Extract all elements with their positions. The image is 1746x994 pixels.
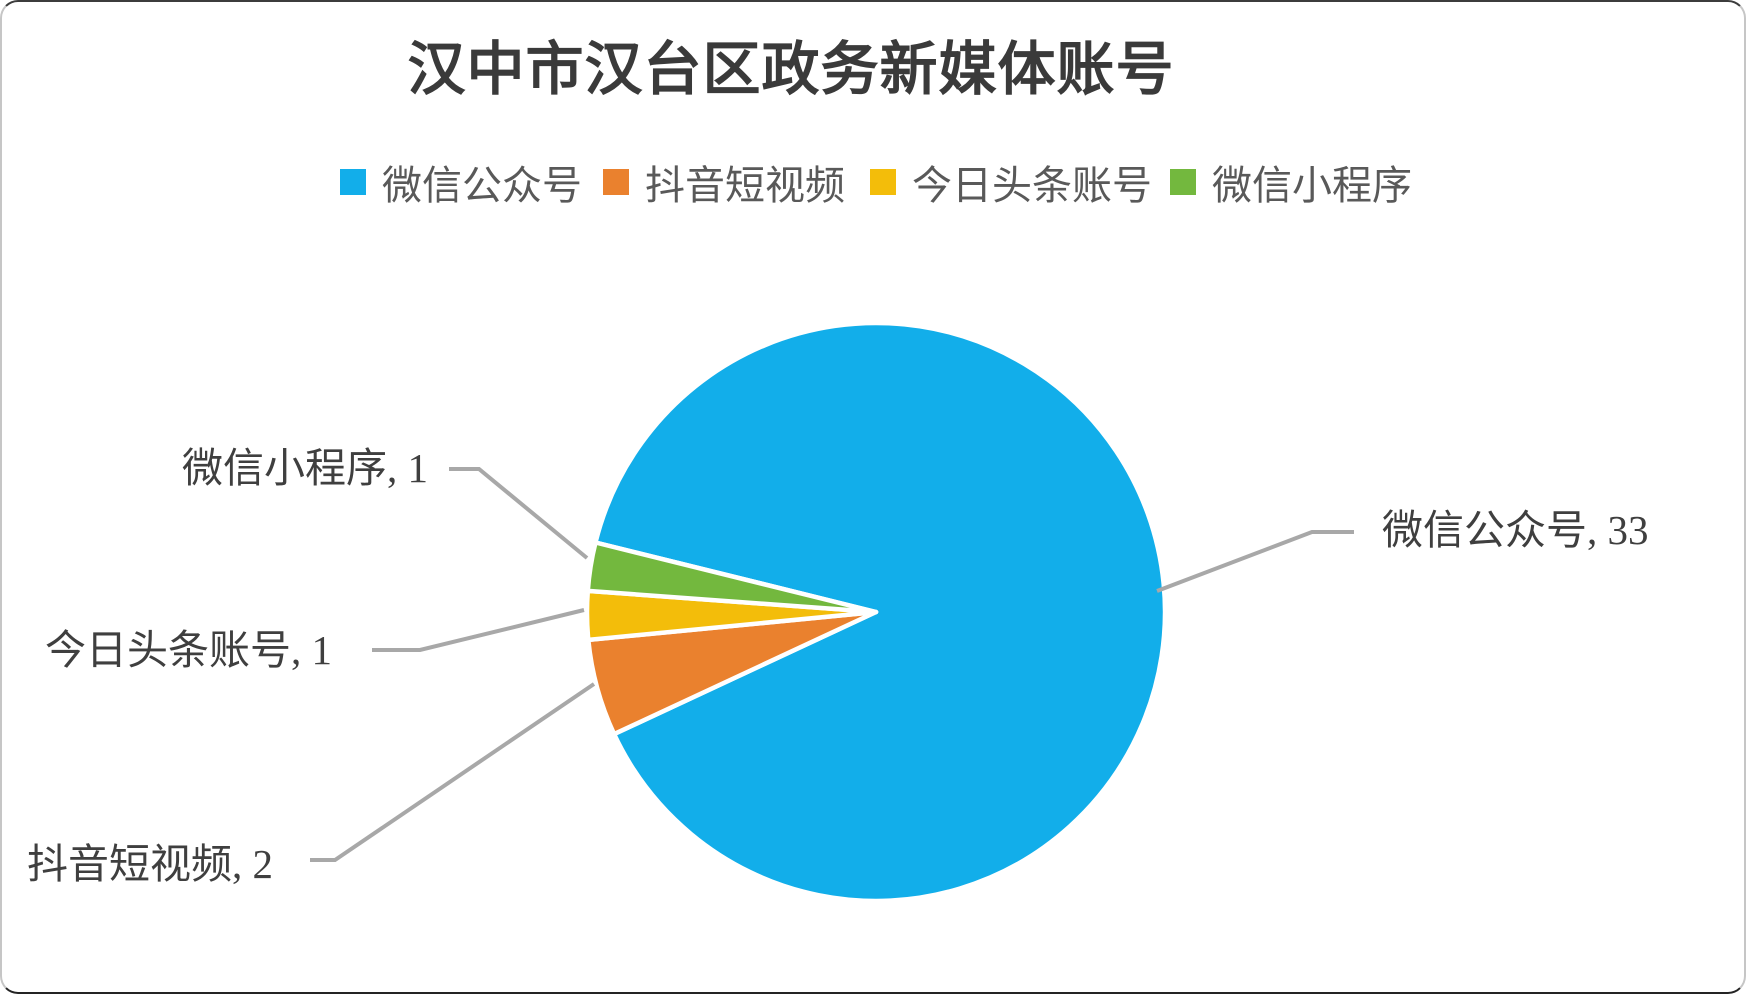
legend-item-douyin[interactable]: 抖音短视频	[603, 160, 845, 208]
legend-swatch-orange-icon	[603, 169, 629, 195]
legend-label: 抖音短视频	[645, 163, 845, 208]
legend-swatch-yellow-icon	[870, 169, 896, 195]
leader-line-wechat-official	[1156, 530, 1354, 593]
legend: 微信公众号 抖音短视频 今日头条账号 微信小程序	[2, 160, 1744, 208]
leader-line-toutiao	[372, 608, 585, 652]
legend-label: 今日头条账号	[912, 163, 1152, 208]
legend-swatch-green-icon	[1170, 169, 1196, 195]
leader-line-douyin	[310, 682, 596, 862]
data-label-toutiao: 今日头条账号, 1	[45, 627, 332, 673]
legend-item-toutiao[interactable]: 今日头条账号	[870, 160, 1152, 208]
data-label-miniprogram: 微信小程序, 1	[182, 445, 428, 491]
data-label-douyin: 抖音短视频, 2	[27, 841, 273, 887]
pie-slice-wechat-official[interactable]	[593, 320, 1168, 904]
legend-item-wechat-official[interactable]: 微信公众号	[340, 160, 582, 208]
legend-label: 微信小程序	[1212, 163, 1412, 208]
leader-line-miniprogram	[449, 467, 589, 560]
chart-title: 汉中市汉台区政务新媒体账号	[407, 37, 1175, 102]
data-label-wechat-official: 微信公众号, 33	[1382, 507, 1649, 553]
legend-item-miniprogram[interactable]: 微信小程序	[1170, 160, 1412, 208]
legend-label: 微信公众号	[382, 163, 582, 208]
legend-swatch-blue-icon	[340, 169, 366, 195]
pie-slice-miniprogram[interactable]	[585, 540, 879, 615]
